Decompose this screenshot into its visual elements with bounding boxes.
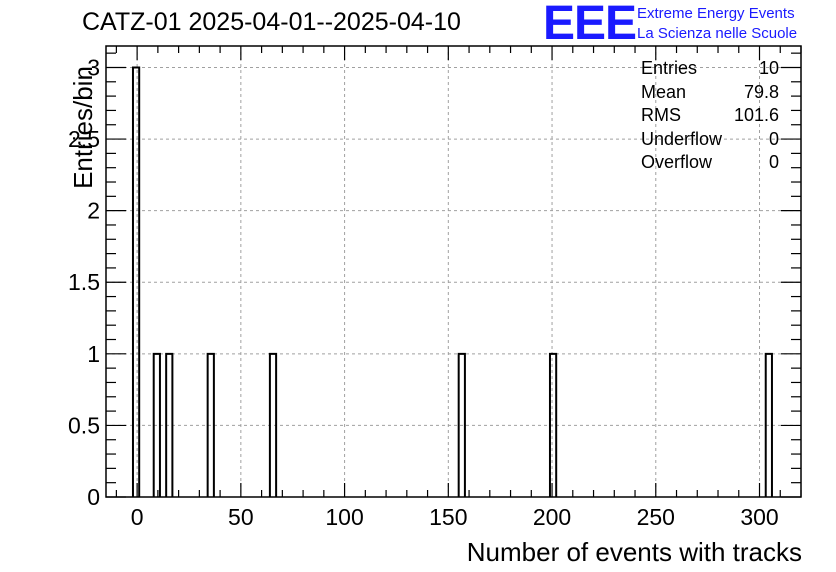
stat-row-overflow: Overflow 0 xyxy=(641,152,779,176)
stat-value: 0 xyxy=(768,152,779,172)
stat-row-mean: Mean 79.8 xyxy=(641,82,779,106)
histogram-bar xyxy=(206,352,215,497)
y-axis-title: Entries/bin xyxy=(67,66,98,189)
x-tick-label: 200 xyxy=(533,504,571,530)
chart-title: CATZ-01 2025-04-01--2025-04-10 xyxy=(82,8,461,36)
y-tick-label: 3 xyxy=(87,54,100,80)
eee-logo-mark: EEE xyxy=(543,0,637,50)
y-tick-label: 0.5 xyxy=(68,412,100,438)
stat-row-entries: Entries 10 xyxy=(641,58,779,82)
stat-label: Underflow xyxy=(641,128,723,149)
y-tick-label: 2 xyxy=(87,198,100,224)
logo-tagline-1: Extreme Energy Events xyxy=(637,5,795,22)
x-tick-label: 0 xyxy=(131,504,144,530)
histogram-bars xyxy=(131,66,773,497)
x-axis-title: Number of events with tracks xyxy=(466,537,802,567)
histogram-bar xyxy=(268,352,278,497)
x-tick-label: 250 xyxy=(637,504,675,530)
grid-lines xyxy=(106,46,801,497)
y-tick-label: 2.5 xyxy=(68,126,100,152)
plot-frame xyxy=(105,45,802,498)
logo-tagline-2: La Scienza nelle Scuole xyxy=(637,25,798,42)
stat-value: 0 xyxy=(768,128,779,149)
stat-label: Entries xyxy=(641,58,698,78)
histogram-bar xyxy=(165,352,174,497)
x-tick-label: 50 xyxy=(228,504,254,530)
stat-label: Mean xyxy=(641,81,687,102)
histogram-bar xyxy=(131,66,141,497)
stat-label: RMS xyxy=(641,105,681,125)
stat-value: 10 xyxy=(758,58,779,78)
histogram-bar xyxy=(457,352,466,497)
stat-row-rms: RMS 101.6 xyxy=(641,105,779,129)
histogram-bar xyxy=(764,352,773,497)
y-tick-label: 1.5 xyxy=(68,269,100,295)
histogram-bar xyxy=(548,352,558,497)
stats-box: Entries 10 Mean 79.8 RMS 101.6 Underflow… xyxy=(641,58,779,176)
histogram-bar xyxy=(152,352,161,497)
y-tick-label: 0 xyxy=(87,484,100,510)
stat-value: 79.8 xyxy=(743,81,779,102)
eee-logo: EEE Extreme Energy Events La Scienza nel… xyxy=(543,0,833,50)
x-tick-label: 150 xyxy=(429,504,467,530)
x-tick-label: 300 xyxy=(740,504,778,530)
stat-row-underflow: Underflow 0 xyxy=(641,129,779,153)
x-tick-label: 100 xyxy=(325,504,363,530)
axis-ticks xyxy=(106,46,802,498)
stat-value: 101.6 xyxy=(733,105,779,125)
stat-label: Overflow xyxy=(641,152,713,172)
y-tick-label: 1 xyxy=(87,341,100,367)
